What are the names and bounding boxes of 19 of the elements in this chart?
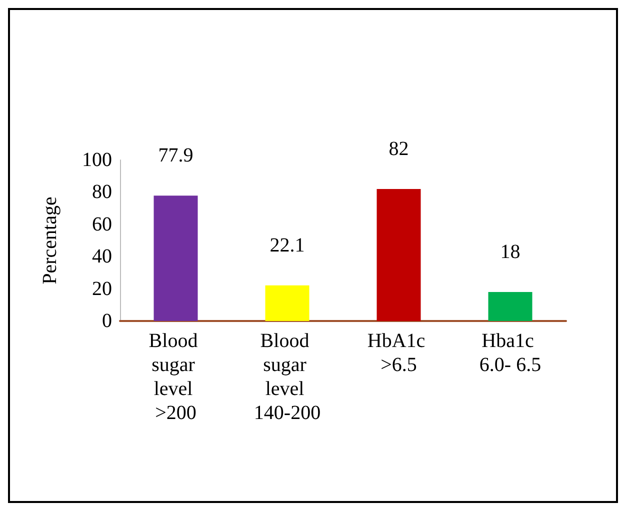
y-tick-label: 0 [102,310,112,332]
data-label: 77.9 [158,144,194,167]
y-axis-title: Percentage [39,196,61,284]
x-tick-label: Hba1c 6.0- 6.5 [479,330,542,376]
data-label: 22.1 [270,234,305,256]
y-tick-label: 40 [92,246,112,268]
x-tick-label: Blood sugar level 140-200 [254,330,321,424]
x-tick-label: Blood sugar level >200 [148,330,203,424]
bar [376,188,421,321]
data-label: 82 [388,138,409,160]
y-tick-label: 20 [92,278,112,300]
bar [265,285,310,321]
y-tick-label: 80 [92,181,112,204]
y-tick-label: 100 [82,149,112,171]
bar [488,292,532,321]
x-tick-label: HbA1c >6.5 [367,330,430,376]
data-label: 18 [500,241,520,264]
bar [154,196,198,321]
y-tick-label: 60 [92,213,112,236]
